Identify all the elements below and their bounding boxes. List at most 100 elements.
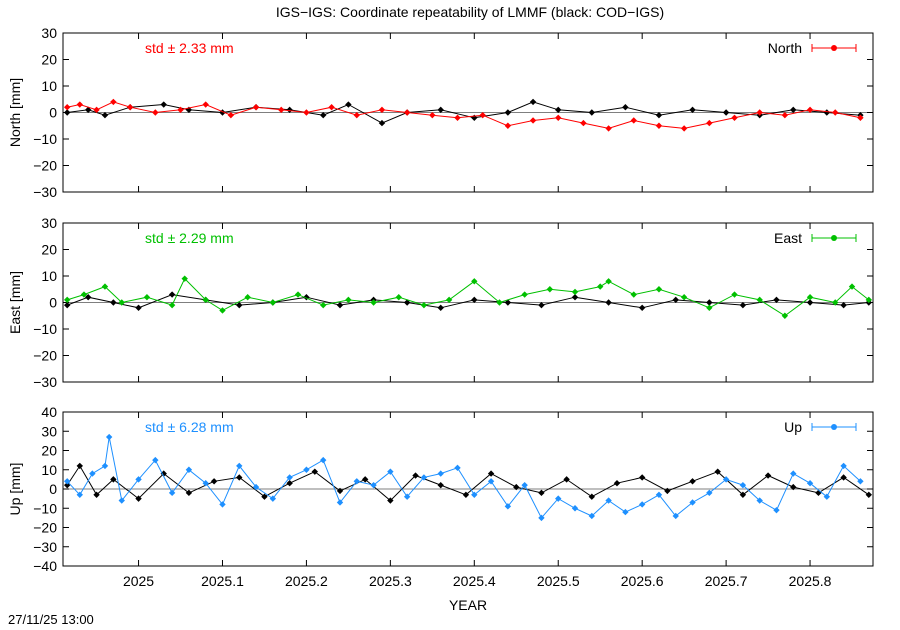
y-tick-label: 30 <box>41 215 57 231</box>
data-point <box>303 466 310 473</box>
series-igs-igs <box>63 98 864 132</box>
data-point <box>84 294 92 301</box>
data-point <box>546 286 554 293</box>
data-point <box>437 481 444 489</box>
x-tick-label: 2025.7 <box>705 573 748 589</box>
data-point <box>353 478 360 485</box>
data-point <box>202 480 209 487</box>
data-point <box>437 304 444 311</box>
data-point <box>790 106 797 114</box>
data-point <box>487 478 495 485</box>
data-point <box>80 291 88 298</box>
std-annotation: std ± 2.29 mm <box>145 230 234 246</box>
data-point <box>320 456 327 464</box>
data-point <box>303 109 310 116</box>
std-annotation: std ± 2.33 mm <box>145 40 234 56</box>
data-point <box>790 470 797 477</box>
data-point <box>513 483 520 491</box>
data-point <box>403 109 411 116</box>
data-point <box>202 296 209 304</box>
data-point <box>395 294 402 301</box>
data-point <box>756 296 763 304</box>
data-point <box>622 104 629 111</box>
data-point <box>370 481 377 489</box>
data-point <box>152 109 159 116</box>
data-point <box>168 291 176 298</box>
y-tick-label: 10 <box>41 268 57 284</box>
data-point <box>840 462 847 470</box>
data-point <box>714 468 721 475</box>
y-axis-label: East [mm] <box>7 271 23 334</box>
data-point <box>848 283 856 290</box>
data-point <box>521 291 528 298</box>
y-tick-label: −30 <box>33 184 57 200</box>
data-point <box>269 495 277 502</box>
data-point <box>244 294 251 301</box>
data-point <box>286 480 293 487</box>
legend-label: Up <box>784 419 802 435</box>
y-tick-label: −10 <box>33 500 57 516</box>
data-point <box>101 283 109 290</box>
data-point <box>706 304 713 311</box>
data-point <box>571 505 579 512</box>
data-point <box>152 456 159 464</box>
data-point <box>580 119 587 127</box>
series-igs-igs <box>63 275 873 319</box>
data-point <box>219 307 226 314</box>
y-tick-label: 30 <box>41 423 57 439</box>
data-point <box>538 514 545 522</box>
data-point <box>118 497 125 504</box>
data-point <box>429 111 436 119</box>
data-point <box>756 109 763 116</box>
data-point <box>739 301 747 309</box>
data-point <box>630 291 637 298</box>
data-point <box>378 119 386 127</box>
x-tick-label: 2025.8 <box>789 573 832 589</box>
footer-timestamp: 27/11/25 13:00 <box>8 612 94 627</box>
data-point <box>454 464 461 472</box>
data-point <box>605 497 612 504</box>
data-point <box>345 296 352 304</box>
y-tick-label: −20 <box>33 158 57 174</box>
data-point <box>664 487 671 495</box>
data-point <box>487 470 495 477</box>
data-point <box>588 493 596 500</box>
data-point <box>76 462 83 470</box>
chart-panels: −30 −20 −10 0 10 20 30 North [mm] std ± 2.33 mm N… <box>7 25 874 589</box>
data-point <box>790 483 797 491</box>
data-point <box>437 470 444 477</box>
data-point <box>89 470 96 477</box>
x-tick-label: 2025.3 <box>369 573 412 589</box>
data-point <box>504 122 512 129</box>
data-point <box>236 462 243 470</box>
data-point <box>571 288 579 296</box>
data-point <box>722 109 730 116</box>
x-tick-label: 2025.6 <box>621 573 664 589</box>
data-point <box>345 101 352 108</box>
data-point <box>135 304 142 311</box>
y-tick-label: −40 <box>33 558 57 574</box>
data-point <box>865 491 873 498</box>
data-point <box>227 111 235 119</box>
series-line <box>66 464 870 502</box>
data-point <box>320 111 327 119</box>
panel-up: −40 −30 −20 −10 0 10 20 30 40 2025 2025.1 2025.2 202… <box>7 404 874 589</box>
series-line <box>67 101 861 129</box>
data-point <box>638 474 646 481</box>
data-point <box>370 299 377 306</box>
data-point <box>840 474 847 481</box>
data-point <box>706 299 713 306</box>
data-point <box>63 296 71 304</box>
data-point <box>110 299 117 306</box>
data-point <box>236 474 243 481</box>
data-point <box>278 106 285 114</box>
data-point <box>555 106 562 114</box>
data-point <box>529 98 537 106</box>
data-point <box>110 98 117 106</box>
data-point <box>311 468 319 475</box>
data-point <box>672 512 679 520</box>
data-point <box>286 106 293 114</box>
data-point <box>706 489 713 497</box>
legend-marker <box>831 424 837 430</box>
data-point <box>261 493 268 500</box>
